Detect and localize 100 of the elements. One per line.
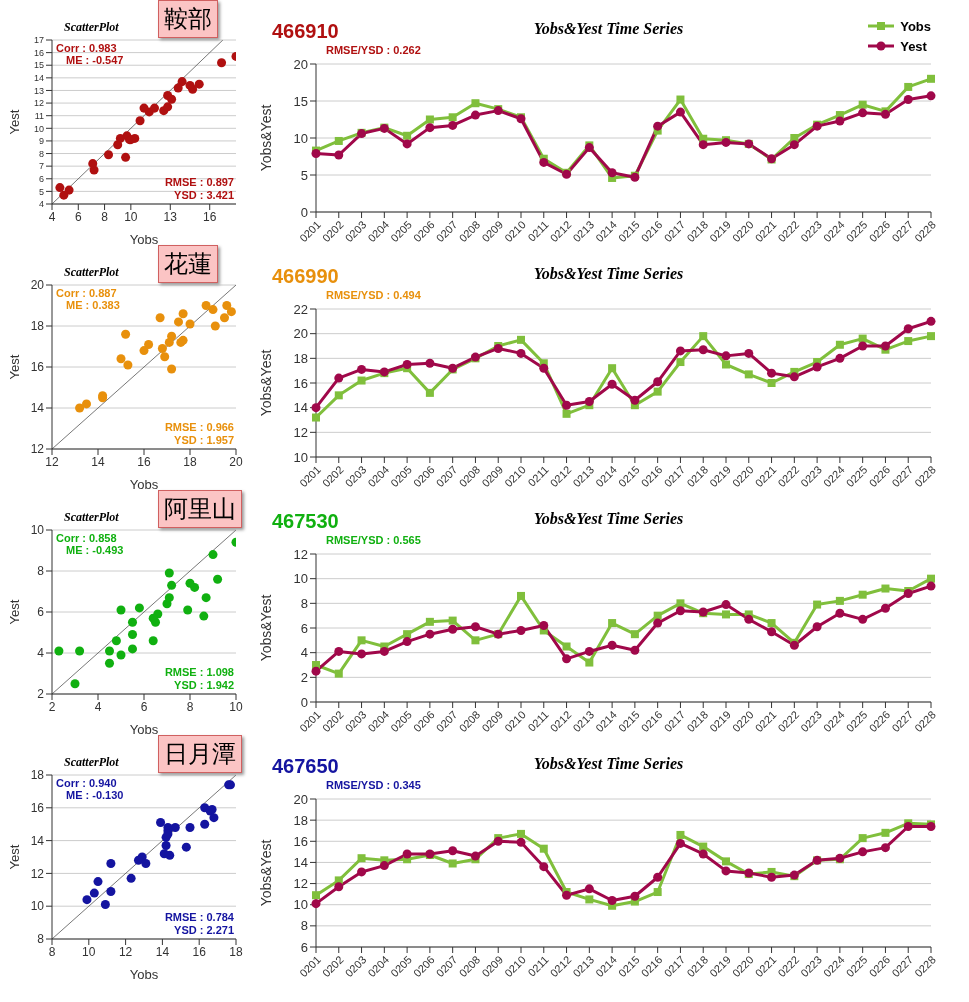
y-tick-label: 18 [293, 350, 308, 366]
annotation: RMSE : 0.784 [164, 911, 234, 923]
text: RMSE/YSD : 0.345 [326, 779, 421, 791]
y-tick-label: 22 [293, 301, 308, 317]
x-tick-label: 10 [229, 699, 243, 714]
y-tick-label: 14 [293, 855, 308, 871]
y-tick-label: 16 [30, 801, 45, 816]
x-tick-label: 16 [192, 944, 207, 959]
x-tick-label: 14 [155, 944, 170, 959]
y-tick-label: 18 [293, 812, 308, 828]
y-tick-label: 12 [293, 876, 308, 892]
y-tick-label: 8 [300, 918, 308, 934]
annotation: YSD : 1.957 [174, 434, 234, 446]
y-tick-label: 10 [30, 523, 45, 538]
y-tick-label: 16 [293, 833, 308, 849]
text: 日月潭 [158, 735, 242, 773]
chart-subtitle: 467650 [272, 755, 339, 778]
y-tick-label: 13 [33, 85, 44, 96]
annotation: ME : -0.493 [66, 544, 124, 556]
y-tick-label: 6 [37, 605, 45, 620]
y-tick-label: 20 [293, 791, 308, 807]
y-tick-label: 2 [37, 687, 45, 702]
chart-title: Yobs&Yest Time Series [533, 265, 684, 282]
y-tick-label: 16 [30, 360, 45, 375]
x-tick-label: 6 [74, 209, 82, 224]
annotation: RMSE : 0.897 [164, 176, 234, 188]
annotation: ME : 0.383 [66, 299, 120, 311]
y-tick-label: 16 [33, 47, 44, 58]
y-tick-label: 10 [293, 130, 308, 146]
y-tick-label: 10 [293, 897, 308, 913]
y-tick-label: 12 [33, 98, 44, 109]
annotation: ME : -0.130 [66, 789, 124, 801]
annotation: Corr : 0.983 [56, 42, 117, 54]
y-tick-label: 9 [38, 136, 44, 147]
y-axis-title: Yobs&Yest [257, 104, 274, 172]
chart-title: ScatterPlot [64, 265, 119, 280]
chart-title: ScatterPlot [64, 510, 119, 525]
y-tick-label: 12 [293, 424, 308, 440]
y-tick-label: 5 [38, 186, 44, 197]
x-tick-label: 2 [48, 699, 56, 714]
text: 鞍部 [158, 0, 218, 38]
x-tick-label: 4 [94, 699, 102, 714]
y-tick-label: 2 [300, 669, 308, 685]
annotation: Corr : 0.940 [56, 777, 117, 789]
y-axis-title: Yest [6, 354, 22, 380]
chart-title: ScatterPlot [64, 755, 119, 770]
text: 阿里山 [158, 490, 242, 528]
y-tick-label: 0 [300, 204, 308, 220]
y-axis-title: Yest [6, 599, 22, 625]
x-axis-title: Yobs [129, 722, 159, 737]
y-tick-label: 15 [293, 93, 308, 109]
chart-subtitle: 466990 [272, 265, 339, 288]
y-tick-label: 14 [30, 833, 45, 848]
y-tick-label: 12 [30, 442, 45, 457]
y-tick-label: 8 [38, 148, 44, 159]
x-tick-label: 13 [163, 209, 178, 224]
y-tick-label: 15 [33, 60, 44, 71]
chart-subtitle: 466910 [272, 20, 339, 43]
x-axis-title: Yobs [129, 232, 159, 247]
y-tick-label: 12 [293, 546, 308, 562]
chart-title: ScatterPlot [64, 20, 119, 35]
y-tick-label: 4 [300, 645, 308, 661]
x-tick-label: 18 [183, 454, 197, 469]
x-tick-label: 12 [118, 944, 133, 959]
y-tick-label: 17 [33, 35, 44, 46]
y-axis-title: Yest [6, 844, 22, 870]
y-tick-label: 6 [38, 173, 44, 184]
legend-label: Yest [900, 38, 927, 54]
chart-subtitle: 467530 [272, 510, 339, 533]
x-tick-label: 8 [186, 699, 194, 714]
annotation: YSD : 3.421 [174, 189, 234, 201]
legend-label: Yobs [900, 18, 931, 34]
y-axis-title: Yobs&Yest [257, 594, 274, 662]
x-tick-label: 16 [137, 454, 151, 469]
annotation: RMSE : 0.966 [164, 421, 234, 433]
x-axis-title: Yobs [129, 477, 159, 492]
y-tick-label: 14 [293, 400, 308, 416]
y-tick-label: 8 [300, 595, 308, 611]
y-tick-label: 11 [34, 110, 44, 121]
y-tick-label: 4 [37, 646, 45, 661]
annotation: YSD : 2.271 [174, 924, 234, 936]
chart-title: Yobs&Yest Time Series [533, 755, 684, 772]
text: RMSE/YSD : 0.262 [326, 44, 421, 56]
y-tick-label: 14 [30, 401, 45, 416]
y-tick-label: 0 [300, 694, 308, 710]
x-tick-label: 14 [91, 454, 105, 469]
y-tick-label: 8 [37, 932, 45, 947]
y-tick-label: 20 [30, 278, 45, 293]
chart-title: Yobs&Yest Time Series [533, 20, 684, 37]
x-tick-label: 20 [229, 454, 243, 469]
y-tick-label: 20 [293, 326, 308, 342]
y-tick-label: 4 [38, 199, 44, 210]
x-tick-label: 18 [229, 944, 243, 959]
y-tick-label: 18 [30, 319, 45, 334]
x-tick-label: 10 [124, 209, 138, 224]
y-axis-title: Yest [6, 109, 22, 135]
y-tick-label: 10 [293, 571, 308, 587]
y-tick-label: 14 [33, 73, 44, 84]
y-tick-label: 10 [30, 899, 45, 914]
y-axis-title: Yobs&Yest [257, 839, 274, 907]
